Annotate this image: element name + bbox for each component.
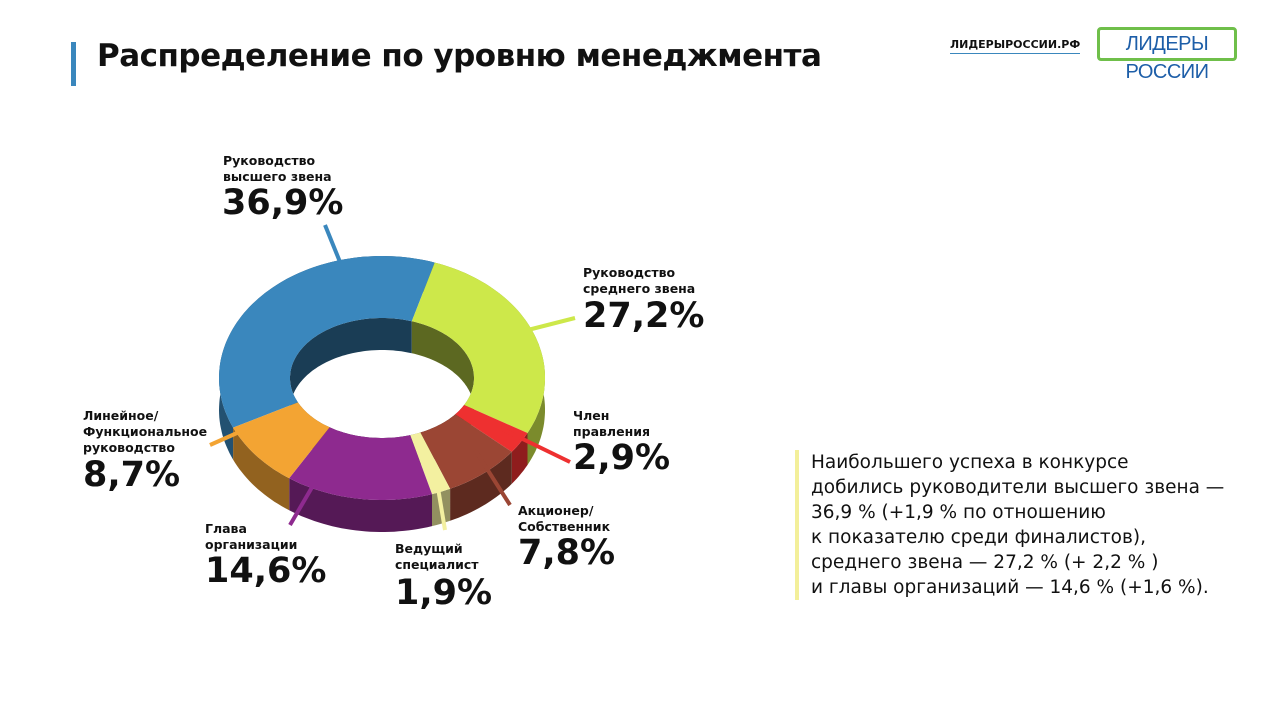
pointer bbox=[209, 423, 256, 447]
pointer bbox=[499, 426, 571, 464]
title-accent bbox=[71, 42, 76, 86]
segment-outer-side bbox=[233, 427, 290, 511]
pointer bbox=[323, 224, 342, 263]
segment bbox=[411, 262, 545, 433]
segment-label: Руководство среднего звена bbox=[583, 265, 696, 296]
value-label: 14,6% bbox=[205, 551, 327, 591]
pointer bbox=[433, 469, 447, 531]
segment bbox=[455, 405, 528, 452]
segment-label: Линейное/ Функциональное руководство bbox=[83, 408, 208, 455]
segment-outer-side bbox=[511, 433, 528, 484]
pointer bbox=[288, 463, 327, 527]
segment-label: Глава организации bbox=[205, 521, 298, 552]
segment bbox=[410, 432, 451, 495]
value-label: 27,2% bbox=[583, 296, 705, 336]
segment-inner-side bbox=[290, 318, 412, 435]
segment-outer-side bbox=[289, 478, 432, 532]
value-label: 2,9% bbox=[573, 438, 671, 478]
segment-label: Ведущий специалист bbox=[395, 541, 479, 572]
pointer bbox=[519, 316, 576, 334]
segment bbox=[289, 427, 432, 500]
segment-outer-side bbox=[450, 451, 512, 521]
value-label: 36,9% bbox=[222, 183, 344, 223]
segment-inner-side bbox=[411, 321, 474, 437]
segment-label: Член правления bbox=[573, 408, 650, 439]
chart-title: Распределение по уровню менеджмента bbox=[97, 38, 822, 74]
pointer bbox=[473, 448, 512, 507]
logo: ЛИДЕРЫ РОССИИ bbox=[1097, 27, 1237, 83]
segment-label: Руководство высшего звена bbox=[223, 153, 332, 184]
site-link[interactable]: ЛИДЕРЫРОССИИ.РФ bbox=[950, 38, 1081, 54]
segment bbox=[219, 256, 435, 428]
segment bbox=[420, 414, 512, 489]
value-label: 7,8% bbox=[518, 533, 616, 573]
segment-label: Акционер/ Собственник bbox=[518, 503, 611, 534]
value-label: 1,9% bbox=[395, 573, 493, 613]
note: Наибольшего успеха в конкурсе добились р… bbox=[795, 450, 1224, 600]
segment bbox=[233, 402, 330, 479]
value-label: 8,7% bbox=[83, 455, 181, 495]
